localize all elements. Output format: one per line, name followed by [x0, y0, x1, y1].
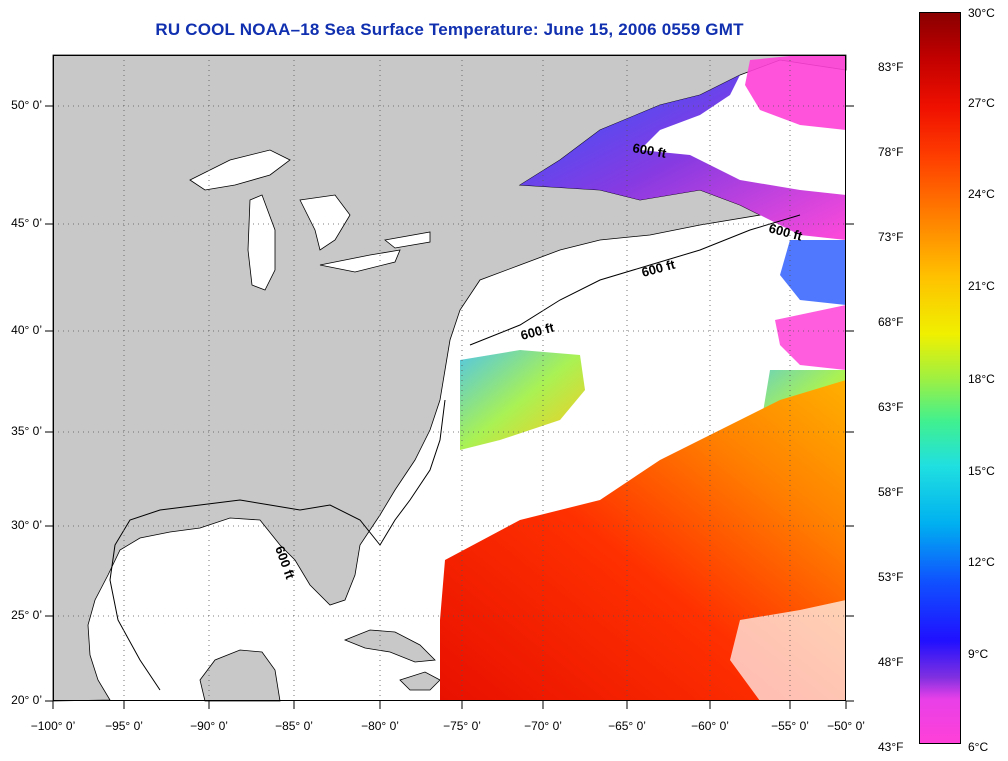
land-hispaniola — [399, 671, 441, 691]
colorbar-f-label: 78°F — [878, 145, 904, 159]
land-cuba — [343, 629, 436, 663]
lon-label: −65° 0’ — [608, 719, 646, 733]
sst-cloud-gaps — [730, 600, 846, 701]
svg-text:600 ft: 600 ft — [631, 140, 668, 161]
colorbar-c-label: 18°C — [968, 372, 995, 386]
lon-label: −100° 0’ — [30, 719, 76, 733]
lon-label: −75° 0’ — [443, 719, 481, 733]
lat-label: 20° 0’ — [11, 693, 42, 707]
lat-label: 50° 0’ — [11, 98, 42, 112]
map-grid — [53, 55, 846, 701]
lon-label: −95° 0’ — [105, 719, 143, 733]
map-ticks — [45, 105, 854, 709]
lat-label: 35° 0’ — [11, 424, 42, 438]
lat-label: 40° 0’ — [11, 323, 42, 337]
lon-label: −90° 0’ — [190, 719, 228, 733]
great-lakes — [189, 149, 431, 291]
colorbar-f-label: 73°F — [878, 230, 904, 244]
sst-mid-patch-west — [460, 350, 585, 450]
colorbar-f-label: 63°F — [878, 400, 904, 414]
sst-pink-east — [775, 305, 846, 370]
colorbar-f-label: 68°F — [878, 315, 904, 329]
colorbar-f-label: 53°F — [878, 570, 904, 584]
colorbar-c-label: 9°C — [968, 647, 989, 661]
colorbar-f-label: 58°F — [878, 485, 904, 499]
lon-label: −85° 0’ — [275, 719, 313, 733]
sst-pink-ne-corner — [745, 55, 846, 130]
lat-label: 45° 0’ — [11, 216, 42, 230]
lon-label: −55° 0’ — [771, 719, 809, 733]
colorbar-c-label: 27°C — [968, 96, 995, 110]
map-title: RU COOL NOAA–18 Sea Surface Temperature:… — [155, 20, 744, 39]
lat-label: 25° 0’ — [11, 608, 42, 622]
sst-cool-northeast — [520, 75, 846, 240]
lon-label: −50° 0’ — [827, 719, 865, 733]
lat-label: 30° 0’ — [11, 518, 42, 532]
colorbar-f-label: 48°F — [878, 655, 904, 669]
colorbar-c-label: 21°C — [968, 279, 995, 293]
temperature-colorbar — [919, 12, 961, 744]
colorbar-f-label: 83°F — [878, 60, 904, 74]
land-yucatan — [199, 649, 281, 702]
colorbar-c-label: 6°C — [968, 740, 989, 754]
colorbar-f-label: 43°F — [878, 740, 904, 754]
lon-label: −80° 0’ — [361, 719, 399, 733]
colorbar-c-label: 30°C — [968, 6, 995, 20]
colorbar-c-label: 24°C — [968, 187, 995, 201]
contour-600ft — [109, 214, 801, 691]
lon-label: −70° 0’ — [524, 719, 562, 733]
sst-blue-east — [780, 240, 846, 305]
colorbar-c-label: 12°C — [968, 555, 995, 569]
colorbar-c-label: 15°C — [968, 464, 995, 478]
lon-label: −60° 0’ — [691, 719, 729, 733]
